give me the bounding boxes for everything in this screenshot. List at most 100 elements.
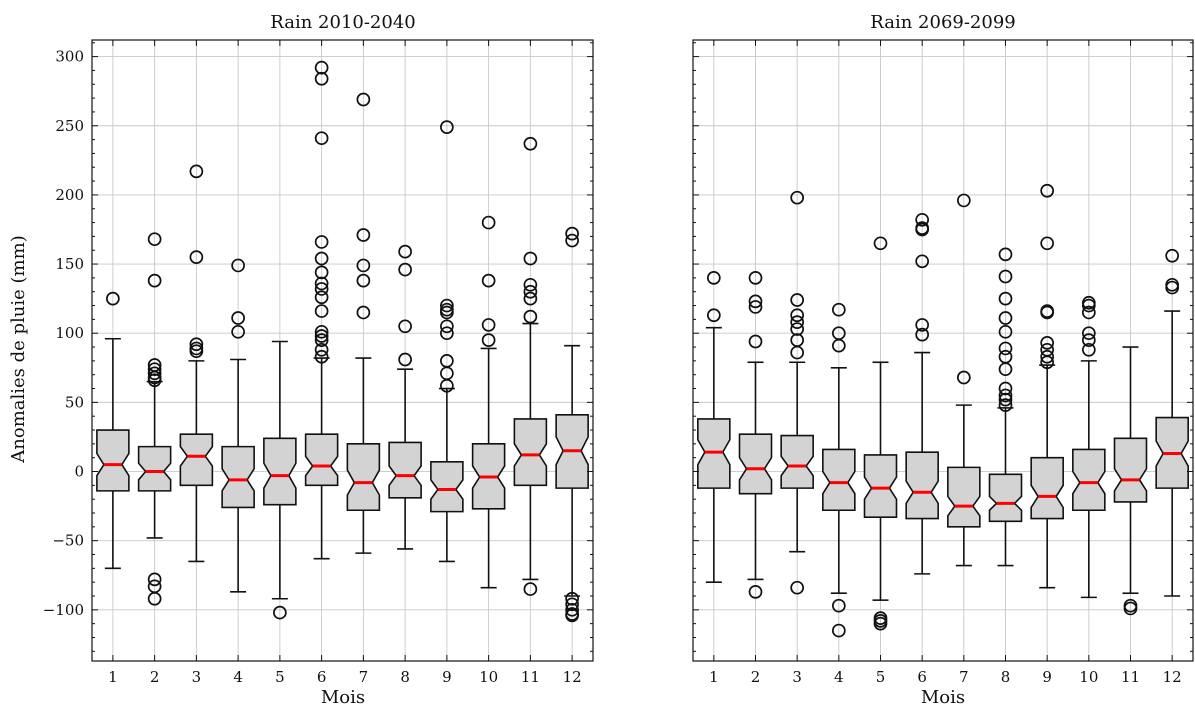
outlier-point	[873, 616, 888, 631]
outlier-point	[189, 344, 204, 359]
box-month-9	[1030, 183, 1064, 589]
outlier-point	[189, 164, 204, 179]
outlier-point	[314, 235, 329, 249]
outlier-point	[314, 324, 329, 339]
outlier-point	[147, 232, 162, 247]
box-month-4	[822, 302, 856, 638]
box-body	[822, 448, 856, 512]
box-body	[96, 429, 130, 492]
outlier-point	[790, 308, 805, 323]
box-body	[304, 433, 339, 487]
x-tick-label: 10	[479, 668, 498, 686]
outlier-point	[915, 222, 930, 237]
box-body	[346, 443, 381, 512]
box-month-11	[513, 136, 548, 596]
outlier-point	[998, 269, 1013, 284]
box-month-5	[263, 340, 297, 620]
box-month-7	[947, 193, 981, 567]
outlier-point	[481, 273, 496, 288]
x-tick-label: 12	[563, 668, 582, 686]
outlier-point	[523, 582, 538, 596]
outlier-point	[790, 322, 805, 336]
box-month-10	[1072, 295, 1106, 599]
box-month-3	[179, 164, 214, 563]
x-tick-label: 7	[359, 668, 369, 686]
outlier-point	[956, 193, 971, 208]
box-body	[1072, 448, 1106, 512]
outlier-point	[440, 305, 454, 320]
outlier-point	[831, 302, 846, 317]
x-tick-label: 5	[876, 668, 886, 686]
outlier-point	[1040, 236, 1055, 251]
box-body	[1113, 437, 1148, 503]
outlier-point	[481, 318, 496, 332]
outlier-point	[831, 623, 846, 638]
x-tick-label: 5	[275, 668, 285, 686]
outlier-point	[915, 327, 930, 342]
outlier-point	[790, 345, 805, 360]
panel-left: Rain 2010-2040 Mois Anomalies de pluie (…	[8, 12, 594, 708]
outlier-point	[523, 309, 538, 324]
x-axis-label-right: Mois	[921, 687, 965, 708]
outlier-point	[481, 215, 496, 230]
outlier-point	[915, 254, 930, 269]
box-month-12	[555, 226, 589, 623]
x-tick-label: 1	[709, 668, 719, 686]
y-tick-label: −50	[52, 532, 84, 550]
x-tick-label: 8	[1001, 668, 1011, 686]
box-month-1	[96, 291, 130, 570]
outlier-point	[998, 381, 1013, 396]
outlier-point	[790, 293, 805, 307]
outlier-point	[998, 388, 1013, 403]
box-body	[513, 418, 548, 487]
y-tick-label: 300	[55, 48, 84, 66]
outlier-point	[748, 271, 763, 285]
outlier-point	[523, 284, 538, 299]
outlier-point	[147, 273, 162, 288]
outlier-point	[565, 591, 579, 606]
x-tick-label: 4	[834, 668, 844, 686]
outlier-point	[1040, 349, 1055, 364]
box-month-1	[697, 271, 731, 583]
x-axis-label-left: Mois	[321, 687, 365, 708]
box-month-7	[346, 92, 381, 554]
outlier-point	[1040, 355, 1055, 370]
outlier-point	[998, 324, 1013, 339]
outlier-point	[523, 277, 538, 292]
outlier-point	[831, 338, 846, 353]
outlier-point	[356, 305, 371, 320]
outlier-point	[398, 244, 412, 259]
outlier-point	[314, 304, 329, 318]
outlier-point	[398, 319, 412, 334]
outlier-point	[748, 300, 763, 314]
box-body	[947, 466, 981, 528]
outlier-point	[1123, 601, 1138, 616]
outlier-point	[998, 291, 1013, 306]
x-tick-label: 2	[751, 668, 761, 686]
y-tick-label: 200	[55, 186, 84, 204]
outlier-point	[231, 258, 245, 273]
x-tick-label: 11	[1121, 668, 1140, 686]
outlier-point	[147, 572, 162, 587]
outlier-point	[523, 136, 538, 151]
box-month-11	[1113, 346, 1148, 616]
box-month-6	[905, 212, 939, 575]
outlier-point	[481, 333, 496, 347]
chart-title-right: Rain 2069-2099	[870, 12, 1015, 33]
outlier-point	[440, 319, 454, 334]
outlier-point	[147, 591, 162, 606]
box-month-8	[988, 247, 1023, 567]
outlier-point	[998, 398, 1013, 412]
outlier-point	[231, 324, 245, 339]
outlier-point	[706, 271, 721, 285]
plot-frame-right	[692, 39, 1194, 662]
outlier-point	[314, 329, 329, 343]
outlier-point	[314, 349, 329, 364]
x-tick-label: 7	[959, 668, 969, 686]
outlier-point	[790, 580, 805, 595]
outlier-point	[314, 265, 329, 280]
outlier-point	[231, 311, 245, 325]
outlier-point	[314, 342, 329, 357]
